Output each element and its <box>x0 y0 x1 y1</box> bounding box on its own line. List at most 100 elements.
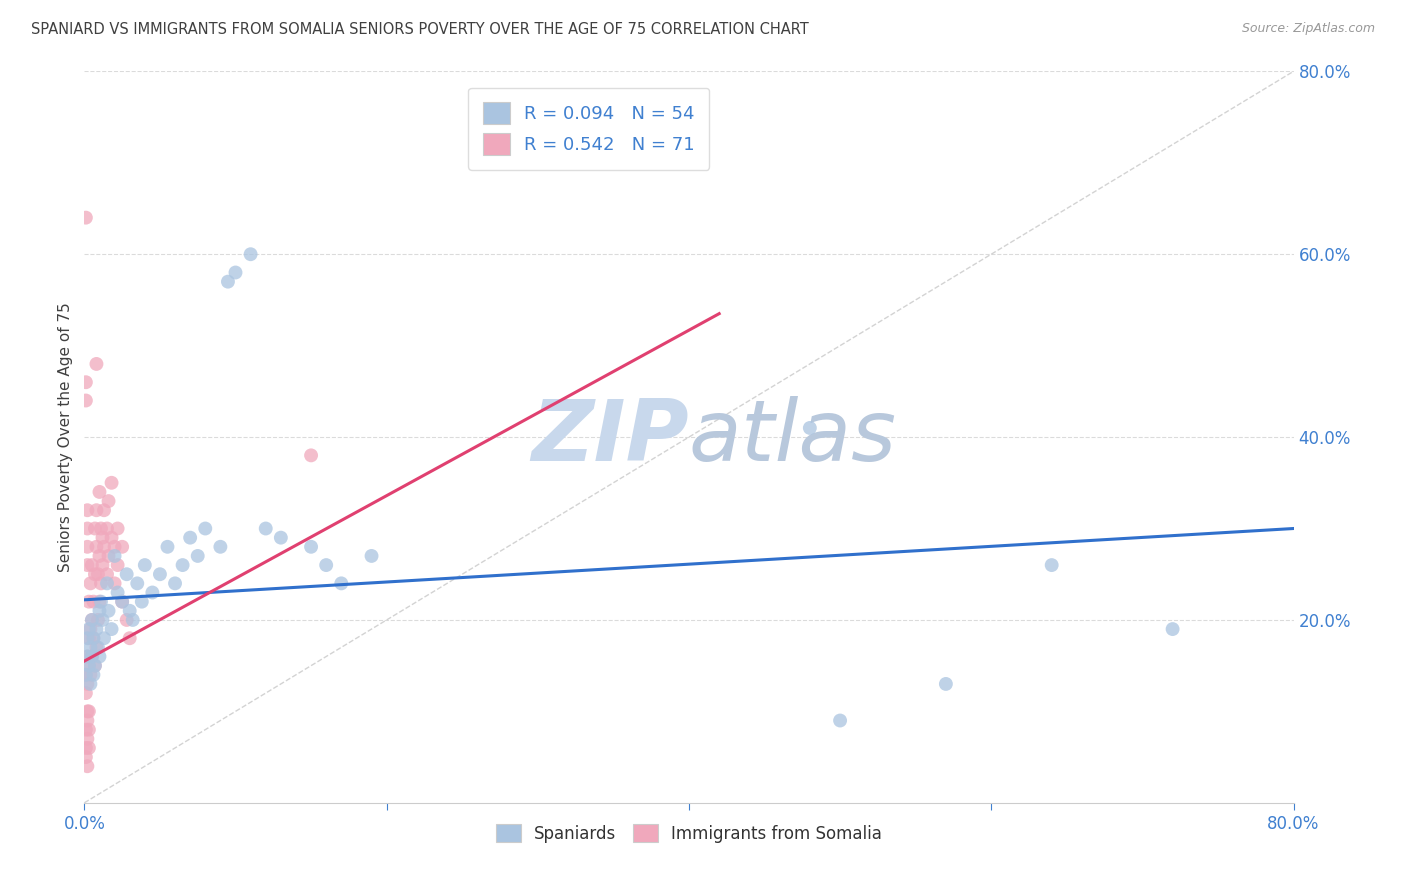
Y-axis label: Seniors Poverty Over the Age of 75: Seniors Poverty Over the Age of 75 <box>58 302 73 572</box>
Point <box>107 521 129 535</box>
Point <box>75 667 97 681</box>
Point <box>77 622 100 636</box>
Point <box>91 531 114 545</box>
Point <box>89 549 111 563</box>
Point <box>77 632 100 646</box>
Point <box>111 594 134 608</box>
Point <box>75 686 97 700</box>
Point <box>82 632 104 646</box>
Point <box>270 531 292 545</box>
Point <box>77 594 100 608</box>
Point <box>87 640 110 655</box>
Point <box>115 613 138 627</box>
Point <box>80 558 103 573</box>
Point <box>97 494 120 508</box>
Point <box>90 521 112 535</box>
Point <box>82 632 104 646</box>
Point <box>75 667 97 681</box>
Point <box>111 594 134 608</box>
Point <box>111 540 134 554</box>
Point <box>149 567 172 582</box>
Point <box>80 613 103 627</box>
Point <box>84 567 107 582</box>
Point <box>217 275 239 289</box>
Point <box>179 531 201 545</box>
Point <box>76 759 98 773</box>
Point <box>87 567 110 582</box>
Point <box>115 567 138 582</box>
Point <box>97 549 120 563</box>
Point <box>76 714 98 728</box>
Point <box>79 640 101 655</box>
Point <box>86 640 108 655</box>
Point <box>90 576 112 591</box>
Point <box>87 613 110 627</box>
Point <box>79 576 101 591</box>
Point <box>107 585 129 599</box>
Point <box>96 521 118 535</box>
Point <box>76 649 98 664</box>
Point <box>77 723 100 737</box>
Point <box>86 622 108 636</box>
Point <box>79 677 101 691</box>
Point <box>127 576 149 591</box>
Point <box>299 448 322 462</box>
Point <box>77 658 100 673</box>
Point <box>97 604 120 618</box>
Text: Source: ZipAtlas.com: Source: ZipAtlas.com <box>1241 22 1375 36</box>
Point <box>91 558 114 573</box>
Point <box>86 540 108 554</box>
Point <box>76 521 98 535</box>
Point <box>104 549 127 563</box>
Point <box>89 604 111 618</box>
Point <box>90 594 112 608</box>
Point <box>93 540 115 554</box>
Point <box>89 649 111 664</box>
Point <box>96 567 118 582</box>
Legend: Spaniards, Immigrants from Somalia: Spaniards, Immigrants from Somalia <box>489 817 889 849</box>
Point <box>79 622 101 636</box>
Point <box>299 540 322 554</box>
Point <box>80 649 103 664</box>
Point <box>209 540 232 554</box>
Point <box>131 594 153 608</box>
Point <box>315 558 337 573</box>
Point <box>77 740 100 755</box>
Point <box>76 649 98 664</box>
Point <box>799 421 821 435</box>
Point <box>75 393 97 408</box>
Point <box>165 576 187 591</box>
Text: SPANIARD VS IMMIGRANTS FROM SOMALIA SENIORS POVERTY OVER THE AGE OF 75 CORRELATI: SPANIARD VS IMMIGRANTS FROM SOMALIA SENI… <box>31 22 808 37</box>
Point <box>118 604 141 618</box>
Point <box>100 622 122 636</box>
Text: ZIP: ZIP <box>531 395 689 479</box>
Point <box>82 667 104 681</box>
Point <box>75 750 97 764</box>
Point <box>1040 558 1063 573</box>
Point <box>360 549 382 563</box>
Point <box>91 613 114 627</box>
Point <box>76 705 98 719</box>
Point <box>225 266 247 280</box>
Point <box>76 540 98 554</box>
Point <box>239 247 262 261</box>
Point <box>89 485 111 500</box>
Point <box>76 731 98 746</box>
Point <box>1161 622 1184 636</box>
Point <box>187 549 209 563</box>
Point <box>93 632 115 646</box>
Point <box>84 658 107 673</box>
Point <box>330 576 353 591</box>
Point <box>107 558 129 573</box>
Point <box>172 558 194 573</box>
Point <box>96 576 118 591</box>
Point <box>100 531 122 545</box>
Point <box>86 357 108 371</box>
Point <box>76 503 98 517</box>
Point <box>134 558 156 573</box>
Point <box>84 658 107 673</box>
Point <box>194 521 217 535</box>
Point <box>76 677 98 691</box>
Point <box>79 667 101 681</box>
Point <box>86 503 108 517</box>
